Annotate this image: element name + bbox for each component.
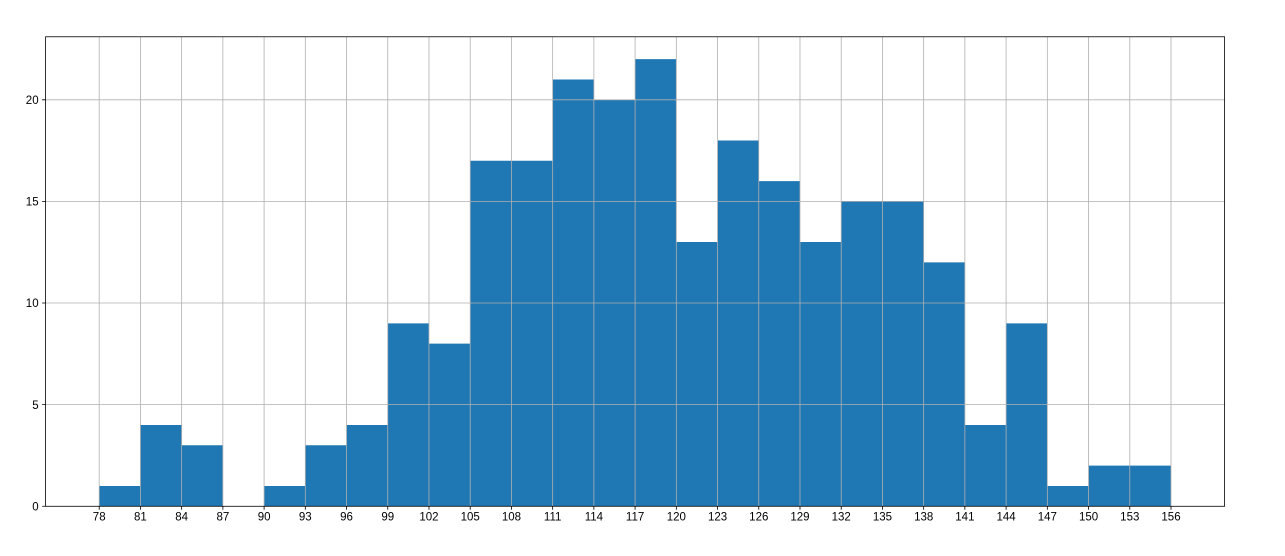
svg-text:93: 93 xyxy=(299,512,312,524)
svg-text:81: 81 xyxy=(134,512,147,524)
svg-text:144: 144 xyxy=(997,512,1017,524)
svg-text:5: 5 xyxy=(32,400,38,412)
svg-text:132: 132 xyxy=(832,512,851,524)
svg-text:0: 0 xyxy=(32,501,38,513)
svg-text:135: 135 xyxy=(873,512,892,524)
svg-text:114: 114 xyxy=(585,512,604,524)
svg-text:126: 126 xyxy=(749,512,768,524)
svg-text:156: 156 xyxy=(1161,512,1180,524)
svg-text:123: 123 xyxy=(708,512,727,524)
svg-text:108: 108 xyxy=(502,512,521,524)
svg-text:138: 138 xyxy=(914,512,933,524)
svg-text:99: 99 xyxy=(381,512,394,524)
svg-text:78: 78 xyxy=(93,512,106,524)
svg-text:153: 153 xyxy=(1120,512,1139,524)
svg-text:117: 117 xyxy=(626,512,644,524)
svg-text:87: 87 xyxy=(216,512,229,524)
svg-text:102: 102 xyxy=(419,512,438,524)
svg-text:129: 129 xyxy=(790,512,809,524)
svg-text:147: 147 xyxy=(1038,512,1057,524)
svg-text:84: 84 xyxy=(175,512,188,524)
svg-text:141: 141 xyxy=(955,512,974,524)
svg-text:105: 105 xyxy=(461,512,480,524)
svg-text:120: 120 xyxy=(667,512,686,524)
svg-text:96: 96 xyxy=(340,512,353,524)
svg-text:10: 10 xyxy=(26,298,39,310)
svg-text:20: 20 xyxy=(26,95,39,107)
svg-text:111: 111 xyxy=(544,512,561,524)
svg-text:90: 90 xyxy=(258,512,271,524)
svg-text:150: 150 xyxy=(1079,512,1098,524)
svg-text:15: 15 xyxy=(26,197,39,209)
